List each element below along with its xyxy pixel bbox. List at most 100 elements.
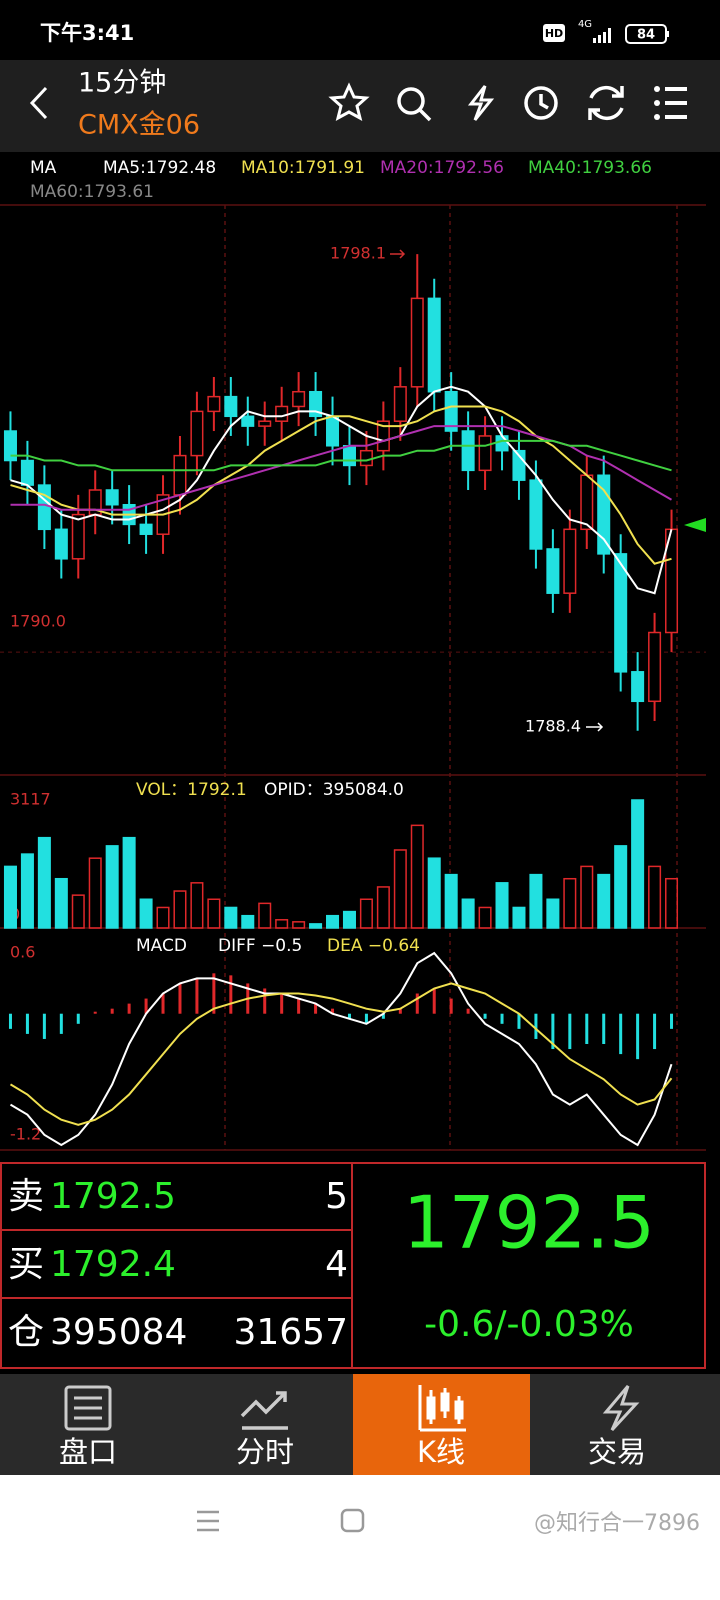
candle-body bbox=[580, 474, 594, 531]
macd-bar bbox=[76, 1013, 80, 1024]
volume-bar bbox=[461, 898, 475, 929]
candle-body bbox=[444, 390, 458, 432]
ma60-legend: MA60:1793.61 bbox=[30, 182, 154, 202]
clock: 下午3:41 bbox=[40, 21, 134, 45]
ma10-legend: MA10:1791.91 bbox=[241, 158, 365, 178]
y-tick-label: -1.2 bbox=[10, 1124, 41, 1143]
ma-label: MA bbox=[30, 158, 57, 178]
tab-label[interactable]: K线 bbox=[417, 1435, 465, 1469]
tab-icon-kline bbox=[418, 1385, 466, 1432]
indicator-line bbox=[9, 982, 673, 1126]
volume-bar bbox=[241, 914, 255, 929]
tab-label[interactable]: 盘口 bbox=[59, 1435, 117, 1469]
macd-bar bbox=[534, 1013, 538, 1039]
macd-bar bbox=[619, 1013, 623, 1055]
macd-bar bbox=[25, 1013, 29, 1034]
menu-icon[interactable] bbox=[654, 86, 687, 120]
chart-frame bbox=[0, 204, 706, 1151]
macd-bar bbox=[8, 1013, 12, 1029]
macd-bar bbox=[42, 1013, 46, 1039]
macd-bar bbox=[144, 998, 148, 1014]
macd-bar bbox=[110, 1008, 114, 1014]
candle-body bbox=[478, 435, 492, 472]
volume-bar bbox=[309, 923, 323, 929]
refresh-icon[interactable] bbox=[588, 85, 624, 121]
candle-body bbox=[563, 528, 577, 594]
open-interest: 395084 bbox=[50, 1312, 187, 1353]
volume-bar bbox=[376, 886, 390, 929]
macd-bar bbox=[432, 988, 436, 1014]
candle-body bbox=[546, 548, 560, 594]
y-tick-label: 0.6 bbox=[10, 943, 35, 962]
hd-badge bbox=[543, 24, 565, 42]
buy-qty: 4 bbox=[325, 1244, 348, 1285]
volume-bar bbox=[105, 845, 119, 929]
back-button[interactable] bbox=[29, 86, 48, 120]
volume-bar bbox=[648, 865, 662, 929]
indicator-line bbox=[9, 951, 673, 1147]
volume-bar bbox=[326, 914, 340, 929]
watermark: @知行合一7896 bbox=[534, 1511, 700, 1536]
flash-icon[interactable] bbox=[467, 85, 495, 121]
candle-body bbox=[20, 459, 34, 486]
quote-frame bbox=[0, 1162, 706, 1369]
macd-bar bbox=[212, 973, 216, 1014]
candle-body bbox=[597, 474, 611, 555]
macd-bar bbox=[602, 1013, 606, 1044]
candle-body bbox=[495, 435, 509, 452]
volume-bar bbox=[54, 877, 68, 929]
volume-bar bbox=[546, 898, 560, 929]
dea-legend: DEA −0.64 bbox=[327, 936, 420, 956]
last-price: 1792.5 bbox=[403, 1181, 655, 1265]
macd-bar bbox=[466, 1008, 470, 1014]
volume-bar bbox=[275, 919, 289, 929]
macd-bar bbox=[381, 1013, 385, 1019]
tab-icon-orderbook bbox=[64, 1385, 112, 1431]
header bbox=[0, 60, 720, 152]
macd-bar bbox=[653, 1013, 657, 1050]
tab-icon-timeshare bbox=[240, 1391, 288, 1430]
sell-qty: 5 bbox=[325, 1176, 348, 1217]
sell-label: 卖 bbox=[8, 1176, 44, 1217]
hd-text: HD bbox=[545, 27, 563, 40]
nav-home[interactable] bbox=[340, 1508, 365, 1533]
macd-bar bbox=[500, 1013, 504, 1024]
macd-bar bbox=[178, 983, 182, 1014]
history-icon[interactable] bbox=[524, 86, 558, 120]
indicator-line bbox=[10, 385, 673, 595]
low-annotation: 1788.4 bbox=[525, 717, 581, 736]
ma20-legend: MA20:1792.56 bbox=[380, 158, 504, 178]
battery-level: 84 bbox=[637, 28, 655, 43]
tab-label[interactable]: 交易 bbox=[588, 1435, 646, 1469]
volume-bar bbox=[156, 906, 170, 929]
oi-label: 仓 bbox=[8, 1312, 44, 1353]
candle-body bbox=[309, 390, 323, 418]
macd-bar bbox=[263, 988, 267, 1014]
volume-bar bbox=[20, 853, 34, 929]
candle-body bbox=[173, 454, 187, 496]
macd-bar bbox=[347, 1013, 351, 1019]
macd-bar bbox=[280, 993, 284, 1014]
nav-menu[interactable] bbox=[197, 1510, 219, 1532]
oi-change: 31657 bbox=[233, 1312, 348, 1353]
volume-bar bbox=[190, 882, 204, 929]
volume-bar bbox=[529, 873, 543, 929]
active-tab[interactable] bbox=[353, 1374, 530, 1475]
high-annotation: 1798.1 bbox=[330, 244, 386, 263]
candle-body bbox=[105, 489, 119, 506]
volume-bar bbox=[427, 857, 441, 929]
candle-body bbox=[614, 553, 628, 673]
favorite-icon[interactable] bbox=[328, 82, 370, 121]
volume-bar bbox=[495, 882, 509, 929]
candle-body bbox=[461, 430, 475, 472]
macd-bar bbox=[585, 1013, 589, 1044]
tab-label[interactable]: 分时 bbox=[236, 1435, 294, 1469]
indicator-line bbox=[10, 405, 672, 565]
macd-bar bbox=[517, 1013, 521, 1029]
search-icon[interactable] bbox=[397, 87, 432, 122]
candle-body bbox=[292, 390, 306, 408]
candle-body bbox=[359, 449, 373, 467]
volume-bar bbox=[614, 845, 628, 929]
volume-bar bbox=[342, 910, 356, 929]
volume-bar bbox=[3, 865, 17, 929]
